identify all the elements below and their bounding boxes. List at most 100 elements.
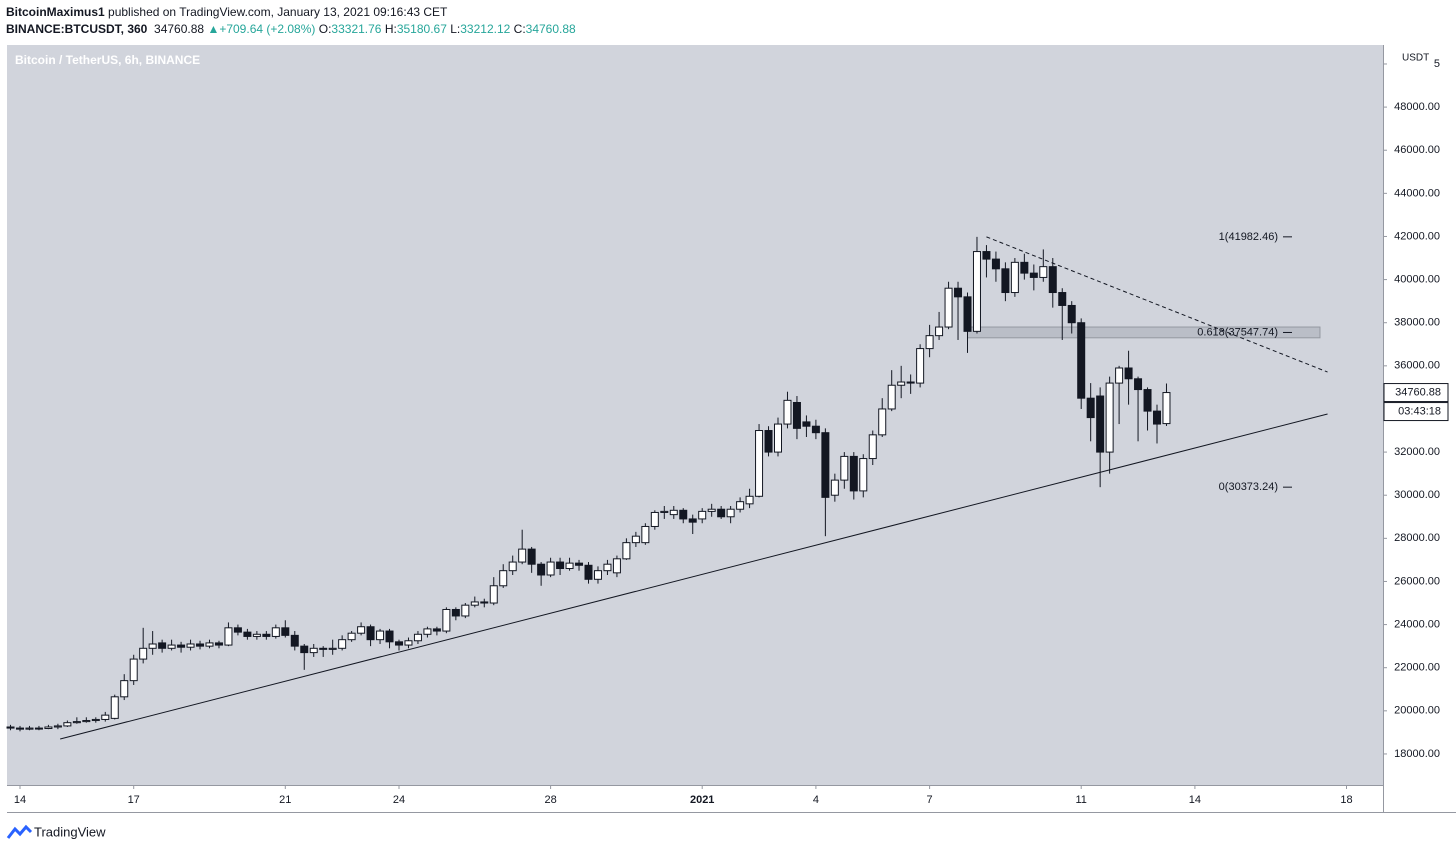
candle-body (91, 718, 100, 722)
y-tick-label: 44000.00 (1394, 187, 1440, 199)
candle-body (1153, 410, 1162, 425)
candle-body (233, 627, 242, 633)
chart-title: Bitcoin / TetherUS, 6h, BINANCE (15, 53, 200, 67)
candle-body (593, 570, 602, 580)
candle-body (925, 335, 934, 350)
y-tick-label: 5 (1434, 58, 1440, 70)
l-value: 33212.12 (460, 22, 511, 36)
h-value: 35180.67 (396, 22, 447, 36)
y-tick-label: 28000.00 (1394, 532, 1440, 544)
footer-brand: TradingView (34, 824, 106, 839)
candle-body (243, 631, 252, 637)
y-tick-label: 20000.00 (1394, 705, 1440, 717)
fib-label: 0.618(37547.74) (1197, 326, 1278, 338)
candle-body (982, 251, 991, 260)
x-tick-label: 2021 (690, 794, 714, 806)
candle-body (546, 561, 555, 576)
x-tick-label: 7 (927, 794, 933, 806)
candle-body (688, 518, 697, 523)
candle-body (1058, 292, 1067, 306)
candle-body (167, 644, 176, 649)
y-tick-label: 36000.00 (1394, 360, 1440, 372)
candle-body (177, 644, 186, 648)
candle-body (395, 641, 404, 646)
candle-body (63, 722, 72, 727)
x-tick-label: 28 (544, 794, 556, 806)
candle-body (726, 508, 735, 518)
candle-body (1048, 266, 1057, 294)
candle-body (584, 564, 593, 580)
c-value: 34760.88 (525, 22, 576, 36)
candle-body (252, 633, 261, 637)
candle-body (120, 680, 129, 698)
author: BitcoinMaximus1 (6, 5, 105, 19)
candle-body (755, 430, 764, 497)
candle-body (840, 455, 849, 481)
y-tick-label: 30000.00 (1394, 489, 1440, 501)
y-tick-label: 24000.00 (1394, 618, 1440, 630)
candle-body (631, 535, 640, 544)
candle-body (148, 643, 157, 649)
candle-body (1162, 392, 1171, 425)
candle-body (328, 647, 337, 650)
candle-body (849, 455, 858, 492)
fib-label: 0(30373.24) (1219, 481, 1278, 493)
candle-body (641, 525, 650, 544)
candle-body (385, 630, 394, 643)
countdown-label: 03:43:18 (1398, 405, 1441, 417)
candle-body (442, 608, 451, 632)
tradingview-logo (6, 824, 33, 839)
last-price: 34760.88 (154, 22, 205, 36)
candle-body (944, 287, 953, 328)
candle-body (489, 585, 498, 604)
candle-body (792, 401, 801, 429)
y-tick-label: 38000.00 (1394, 317, 1440, 329)
candle-body (717, 508, 726, 518)
candle-body (1039, 266, 1048, 278)
h-label: H: (384, 22, 397, 36)
x-tick-label: 17 (128, 794, 140, 806)
candle-body (916, 348, 925, 384)
x-tick-label: 18 (1340, 794, 1352, 806)
x-tick-label: 14 (1189, 794, 1201, 806)
candle-body (82, 720, 91, 723)
candle-body (6, 726, 15, 729)
candle-body (432, 628, 441, 632)
candle-body (991, 258, 1000, 270)
candle-body (319, 647, 328, 650)
candle-body (34, 727, 43, 730)
candle-body (72, 721, 81, 724)
candle-body (698, 510, 707, 520)
candle-body (878, 408, 887, 436)
candle-body (347, 632, 356, 641)
candle-body (129, 658, 138, 682)
candle-body (811, 425, 820, 434)
up-arrow: ▲ (207, 22, 220, 36)
x-tick-label: 11 (1075, 794, 1086, 806)
candle-body (935, 326, 944, 337)
candle-body (660, 510, 669, 513)
candle-body (783, 399, 792, 425)
candle-body (575, 562, 584, 566)
candle-body (802, 421, 811, 427)
candle-body (214, 642, 223, 646)
candle-body (868, 434, 877, 460)
candle-body (527, 548, 536, 565)
trendline (60, 413, 1328, 740)
trendline (986, 236, 1328, 373)
candle-body (290, 634, 299, 647)
x-tick-label: 24 (393, 794, 405, 806)
candle-body (963, 296, 972, 332)
y-tick-label: 42000.00 (1394, 230, 1440, 242)
candle-body (101, 714, 110, 720)
candle-body (1124, 367, 1133, 380)
logo-icon (6, 824, 33, 839)
candle-body (271, 627, 280, 637)
candle-body (774, 423, 783, 453)
symbol: BINANCE:BTCUSDT, 360 (6, 22, 148, 36)
candle-body (309, 647, 318, 654)
y-tick-label: 26000.00 (1394, 575, 1440, 587)
candle-body (53, 725, 62, 728)
y-tick-label: 22000.00 (1394, 662, 1440, 674)
